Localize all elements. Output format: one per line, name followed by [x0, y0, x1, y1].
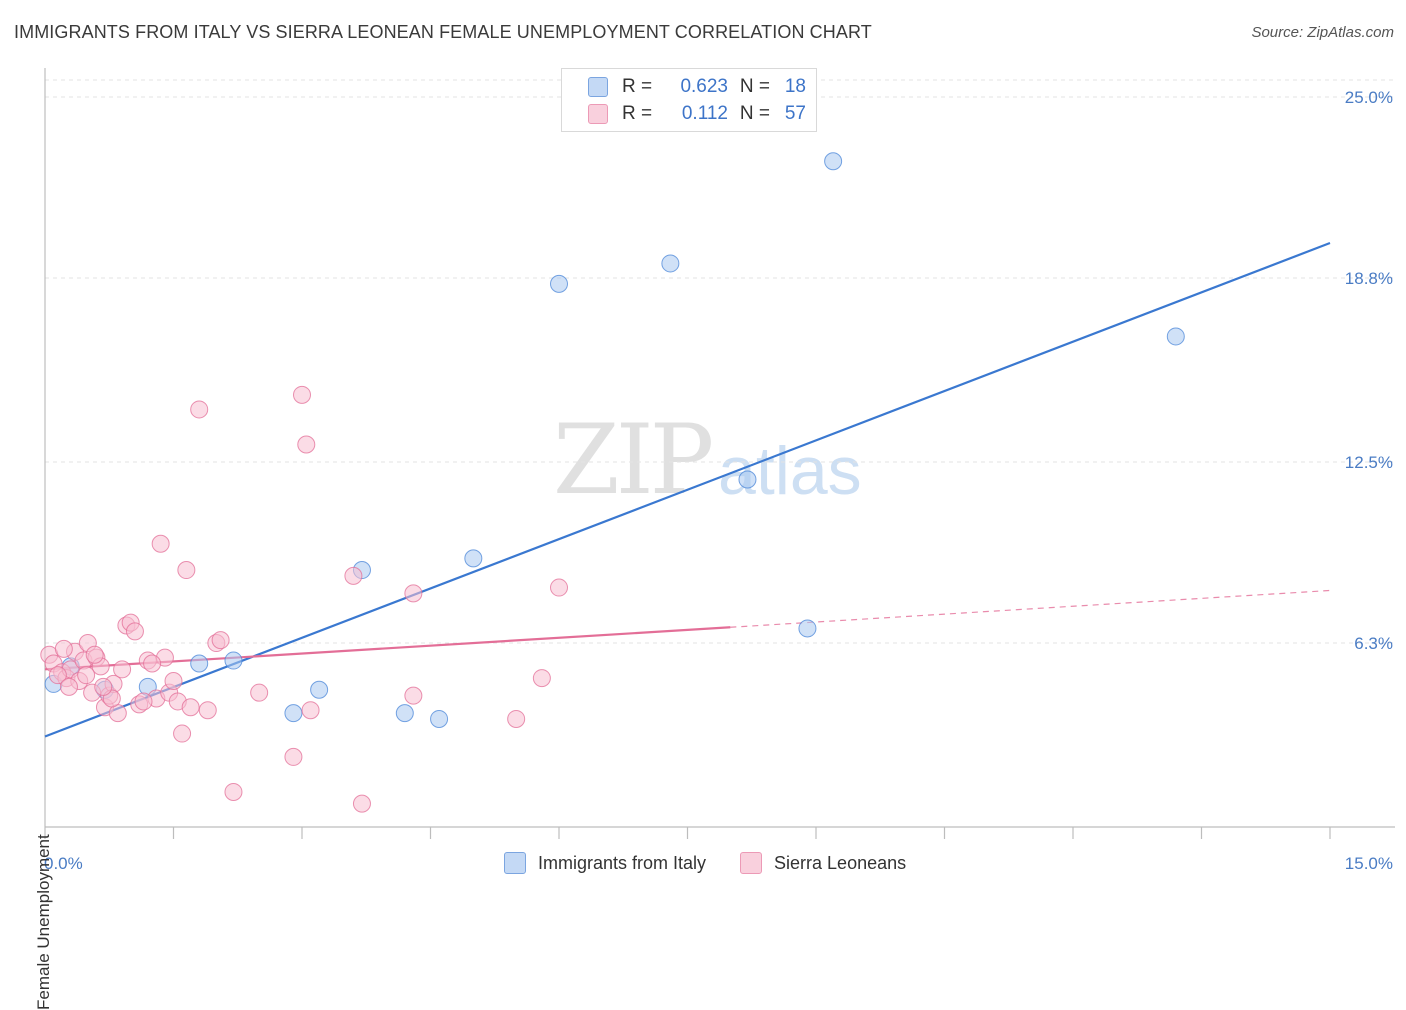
correlation-legend: R = 0.623 N = 18 R = 0.112 N = 57	[561, 68, 817, 132]
trend-line-sierra-dashed	[730, 589, 1331, 628]
legend-r-label: R =	[622, 76, 653, 97]
point-italy	[738, 470, 757, 489]
legend-item-sierra: Sierra Leoneans	[740, 852, 906, 874]
point-sierra	[125, 622, 144, 641]
point-sierra	[532, 669, 551, 688]
point-italy	[1166, 327, 1185, 346]
point-sierra	[134, 692, 153, 711]
point-italy	[550, 274, 568, 293]
source-label: Source: ZipAtlas.com	[1251, 24, 1394, 41]
legend-r-label: R =	[622, 103, 653, 124]
point-sierra	[550, 578, 568, 597]
point-sierra	[507, 709, 526, 728]
legend-item-italy: Immigrants from Italy	[504, 852, 706, 874]
point-sierra	[54, 639, 73, 658]
scatter-chart: 6.3% 12.5% 18.8% 25.0% 0.0% 15.0%	[40, 68, 1395, 873]
point-italy	[824, 152, 843, 171]
legend-r-value: 0.623	[680, 76, 728, 97]
point-sierra	[85, 645, 104, 664]
y-tick-label: 25.0%	[1345, 88, 1393, 107]
point-italy	[224, 651, 243, 670]
legend-label-sierra: Sierra Leoneans	[774, 852, 907, 873]
point-sierra	[301, 701, 320, 720]
point-sierra	[181, 698, 200, 717]
tick-labels: 6.3% 12.5% 18.8% 25.0% 0.0% 15.0%	[44, 88, 1393, 873]
x-tick-label: 0.0%	[44, 854, 83, 873]
legend-swatch-italy	[504, 852, 526, 874]
point-sierra	[173, 724, 192, 743]
point-italy	[798, 619, 817, 638]
point-sierra	[250, 683, 269, 702]
legend-swatch-sierra	[740, 852, 763, 874]
point-sierra	[77, 666, 96, 685]
watermark-zip: ZIP	[553, 404, 714, 516]
point-sierra	[48, 666, 67, 685]
point-italy	[310, 680, 329, 699]
legend-r-value: 0.112	[681, 103, 728, 124]
point-sierra	[190, 400, 209, 419]
point-sierra	[352, 794, 371, 813]
legend-label-italy: Immigrants from Italy	[538, 852, 707, 873]
series-legend: Immigrants from Italy Sierra Leoneans	[504, 852, 940, 874]
axes	[44, 68, 1395, 839]
legend-n-value: 57	[784, 103, 806, 124]
grid-lines	[45, 79, 1395, 644]
legend-row-sierra: R = 0.112 N = 57	[588, 102, 806, 126]
legend-swatch-sierra	[588, 104, 608, 124]
y-axis-label: Female Unemployment	[34, 834, 53, 1010]
chart-title: IMMIGRANTS FROM ITALY VS SIERRA LEONEAN …	[14, 22, 872, 42]
watermark-atlas: atlas	[718, 433, 862, 509]
point-italy	[190, 654, 209, 673]
point-italy	[284, 704, 303, 723]
legend-n-label: N =	[739, 103, 770, 124]
point-sierra	[404, 686, 423, 705]
x-tick-label: 15.0%	[1345, 854, 1393, 873]
legend-swatch-italy	[588, 77, 608, 97]
point-sierra	[151, 534, 170, 553]
legend-n-value: 18	[784, 76, 806, 97]
y-tick-label: 6.3%	[1354, 634, 1393, 653]
point-sierra	[164, 672, 183, 690]
legend-n-label: N =	[739, 76, 770, 97]
y-tick-label: 12.5%	[1345, 453, 1393, 472]
point-sierra	[404, 584, 423, 603]
point-sierra	[284, 747, 303, 766]
point-sierra	[293, 385, 311, 404]
point-sierra	[224, 782, 243, 801]
point-italy	[661, 254, 680, 273]
point-sierra	[211, 631, 230, 650]
point-italy	[464, 549, 483, 568]
point-sierra	[177, 561, 196, 580]
point-sierra	[59, 677, 78, 696]
y-tick-label: 18.8%	[1345, 269, 1393, 288]
data-points	[40, 152, 1185, 813]
point-sierra	[344, 566, 363, 585]
point-italy	[430, 709, 449, 728]
point-sierra	[198, 701, 217, 720]
point-sierra	[94, 677, 113, 696]
point-italy	[395, 704, 414, 723]
point-sierra	[297, 435, 316, 454]
legend-row-italy: R = 0.623 N = 18	[588, 75, 806, 99]
point-sierra	[113, 660, 132, 679]
trend-line-italy	[44, 241, 1331, 738]
point-sierra	[143, 654, 162, 673]
